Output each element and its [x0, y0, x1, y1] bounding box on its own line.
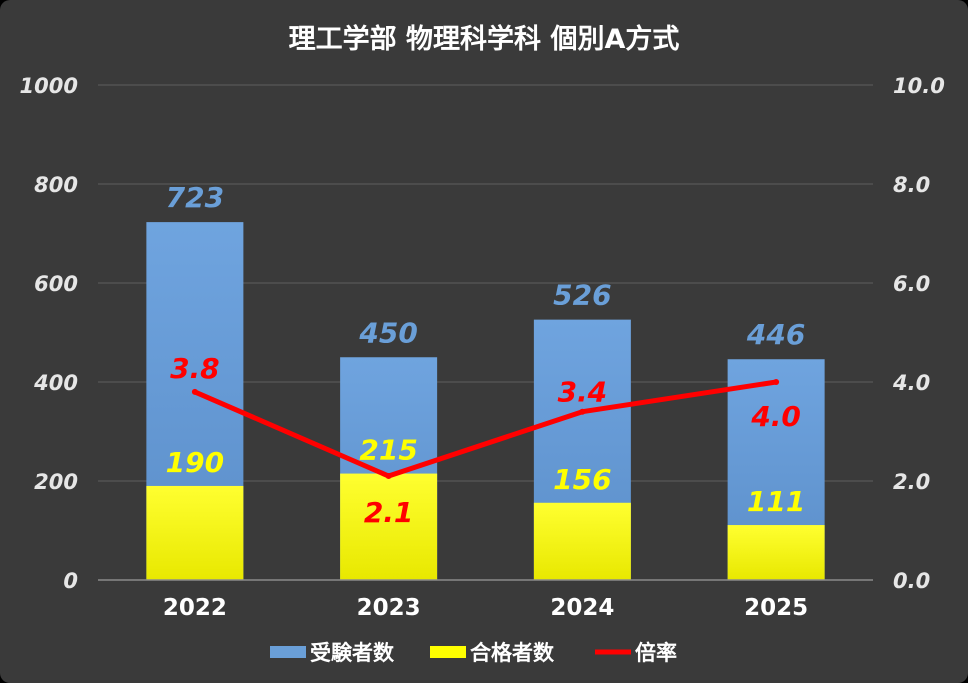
x-tick-label: 2025 [744, 595, 808, 621]
ratio-point [191, 388, 198, 395]
chart-title: 理工学部 物理科学科 個別A方式 [289, 23, 680, 55]
y-left-tick-label: 600 [34, 272, 78, 296]
legend-swatch [430, 646, 466, 658]
y-left-tick-label: 800 [34, 173, 78, 197]
x-tick-label: 2022 [163, 595, 227, 621]
y-left-tick-label: 0 [63, 569, 78, 593]
data-labels: 723 450 526 446 190 215 156 111 3.8 2.1 3.4 4.0 [166, 181, 806, 529]
y-left-tick-label: 1000 [20, 74, 78, 98]
legend-item: 受験者数 [270, 641, 395, 665]
bar-passers [146, 485, 244, 580]
data-label-passers: 111 [747, 485, 805, 518]
legend-item: 合格者数 [430, 641, 555, 665]
axes: 0 200 400 600 800 1000 0.0 2.0 4.0 6.0 8.0 10.0 2022… [20, 74, 945, 621]
data-label-ratio: 2.1 [364, 496, 414, 529]
data-label-applicants: 446 [746, 318, 805, 351]
data-label-ratio: 3.4 [558, 376, 608, 409]
data-label-ratio: 3.8 [170, 352, 220, 385]
legend-item: 倍率 [595, 641, 677, 665]
y-right-tick-label: 2.0 [893, 470, 930, 494]
y-left-tick-label: 200 [34, 470, 78, 494]
legend-swatch [270, 646, 306, 658]
data-label-passers: 156 [553, 463, 611, 496]
x-tick-label: 2023 [357, 595, 421, 621]
y-right-tick-label: 10.0 [893, 74, 945, 98]
ratio-point [385, 473, 392, 480]
y-right-tick-label: 6.0 [893, 272, 930, 296]
ratio-line [193, 379, 777, 479]
bar-passers [727, 525, 825, 580]
data-label-ratio: 4.0 [750, 400, 801, 433]
y-right-tick-label: 8.0 [893, 173, 930, 197]
y-left-tick-label: 400 [33, 371, 78, 395]
data-label-passers: 190 [166, 446, 224, 479]
bar-passers [533, 502, 631, 580]
legend-label: 合格者数 [470, 641, 555, 665]
ratio-line-group [191, 379, 780, 480]
bar-passers [340, 473, 438, 580]
ratio-point [773, 379, 780, 385]
data-label-applicants: 450 [358, 316, 417, 349]
legend-label: 受験者数 [310, 641, 395, 665]
legend: 受験者数 合格者数 倍率 [270, 641, 677, 665]
data-label-passers: 215 [359, 434, 417, 467]
y-right-tick-label: 0.0 [893, 569, 930, 593]
y-right-tick-label: 4.0 [892, 371, 930, 395]
legend-label: 倍率 [635, 641, 677, 665]
data-label-applicants: 723 [166, 181, 224, 214]
bars [146, 222, 825, 581]
ratio-point [579, 408, 586, 415]
x-tick-label: 2024 [550, 595, 614, 621]
data-label-applicants: 526 [553, 279, 611, 312]
